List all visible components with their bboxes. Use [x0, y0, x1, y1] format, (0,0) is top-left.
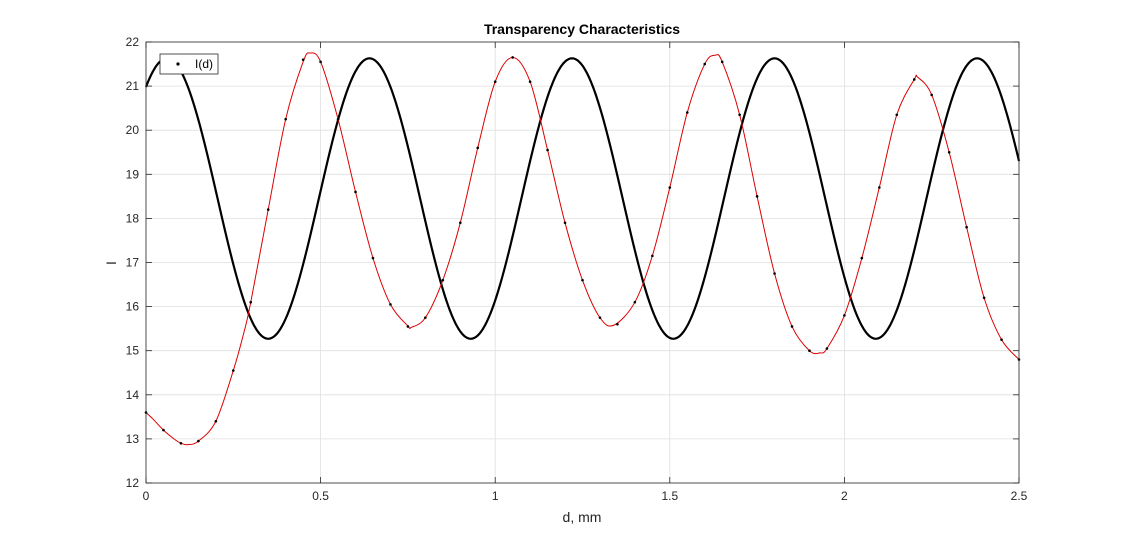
data-point: [651, 254, 654, 258]
data-point: [668, 186, 672, 189]
data-point: [424, 316, 427, 319]
data-point: [1000, 338, 1003, 341]
data-point: [511, 56, 514, 59]
legend[interactable]: I(d): [159, 53, 219, 75]
data-point: [266, 208, 270, 211]
data-point: [528, 80, 532, 83]
y-tick-label: 22: [126, 35, 140, 49]
data-point: [755, 195, 759, 198]
y-tick-label: 15: [126, 344, 140, 358]
data-point: [930, 93, 933, 97]
data-point: [301, 58, 305, 61]
data-point: [406, 325, 410, 328]
data-point: [773, 272, 776, 275]
data-point: [878, 186, 881, 189]
data-point: [616, 322, 619, 326]
data-point: [843, 314, 846, 317]
data-point: [965, 225, 968, 229]
x-tick-label: 0.5: [312, 489, 329, 503]
data-point: [284, 117, 287, 121]
y-tick-label: 13: [126, 432, 140, 446]
data-point: [598, 316, 602, 319]
data-point: [563, 221, 567, 225]
x-tick-label: 0: [143, 489, 150, 503]
y-tick-label: 18: [126, 211, 140, 225]
x-tick-label: 1.5: [661, 489, 678, 503]
data-point: [476, 146, 480, 150]
data-point: [214, 419, 218, 423]
data-point: [581, 278, 584, 282]
x-axis-label: d, mm: [563, 509, 602, 525]
data-point: [162, 428, 165, 432]
y-axis-label: I: [103, 261, 119, 265]
data-point: [319, 60, 322, 64]
data-point: [232, 369, 235, 372]
y-tick-label: 20: [126, 123, 140, 137]
data-point: [912, 78, 916, 81]
data-point: [336, 117, 340, 121]
data-point: [179, 442, 183, 445]
data-point: [895, 113, 899, 117]
y-tick-label: 21: [126, 79, 140, 93]
plot-area: 0 0.5 1 1.5 2 2.5 12 13 14 15 16 17 18 19 20 21 22: [126, 35, 1028, 503]
data-point: [982, 296, 986, 300]
legend-marker: [176, 62, 180, 66]
data-point: [371, 256, 375, 260]
data-point: [790, 325, 794, 328]
y-tick-label: 16: [126, 300, 140, 314]
chart-title: Transparency Characteristics: [484, 21, 680, 37]
legend-label: I(d): [195, 57, 213, 71]
data-point: [703, 62, 707, 66]
series-line-red: [145, 52, 1020, 446]
data-point: [389, 303, 392, 306]
data-point: [685, 111, 689, 114]
data-point: [249, 300, 253, 304]
data-point: [546, 148, 549, 152]
series-line-black: [144, 57, 1021, 340]
data-point: [633, 300, 637, 304]
data-point: [441, 278, 445, 282]
data-point: [860, 256, 864, 260]
series-layer: [144, 52, 1021, 446]
x-tick-label: 1: [492, 489, 499, 503]
x-tick-label: 2: [841, 489, 848, 503]
data-point: [825, 347, 829, 350]
ticks: 0 0.5 1 1.5 2 2.5 12 13 14 15 16 17 18 19 20 21 22: [126, 35, 1028, 503]
y-tick-label: 14: [126, 388, 140, 402]
x-tick-label: 2.5: [1011, 489, 1028, 503]
y-tick-label: 12: [126, 476, 140, 490]
data-point: [197, 439, 200, 443]
data-point: [808, 349, 811, 353]
data-point: [354, 190, 357, 194]
data-point: [458, 221, 462, 225]
y-tick-label: 19: [126, 167, 140, 181]
legend-box: [159, 53, 219, 75]
data-point: [493, 80, 497, 83]
data-point: [947, 150, 951, 154]
data-point: [720, 60, 724, 64]
y-tick-label: 17: [126, 256, 140, 270]
data-point: [738, 113, 741, 117]
